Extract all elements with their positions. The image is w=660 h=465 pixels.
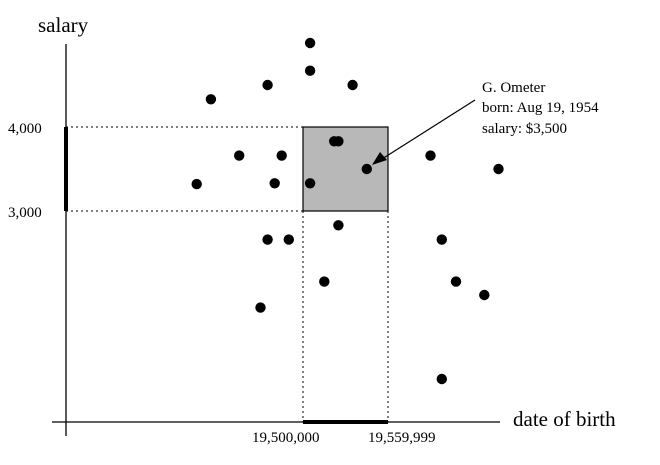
x-tick-label-left: 19,500,000: [252, 430, 320, 446]
data-point: [304, 65, 316, 76]
data-point: [262, 234, 273, 245]
data-point: [450, 276, 462, 287]
data-point: [191, 178, 202, 190]
annotation-arrow-line: [381, 99, 476, 160]
y-axis-title: salary: [38, 13, 89, 37]
annotation-arrow-head: [372, 152, 387, 165]
data-point: [436, 234, 447, 245]
y-tick-label-lower: 3,000: [8, 205, 42, 221]
data-point: [319, 276, 330, 287]
data-point: [262, 79, 273, 91]
data-point: [234, 150, 245, 161]
data-point: [493, 163, 504, 175]
x-tick-label-right: 19,559,999: [368, 430, 436, 446]
data-point: [436, 373, 447, 385]
data-point: [347, 79, 358, 91]
data-point: [205, 94, 217, 105]
data-point: [425, 150, 436, 161]
data-point: [255, 302, 266, 313]
annotation-salary: salary: $3,500: [482, 121, 567, 137]
x-axis-title: date of birth: [513, 407, 616, 431]
annotation-name: G. Ometer: [482, 80, 545, 96]
query-range-box: [302, 126, 389, 212]
data-point: [329, 136, 340, 147]
data-point: [479, 289, 490, 301]
data-point: [304, 178, 316, 189]
annotation-born: born: Aug 19, 1954: [482, 100, 599, 116]
data-points: [191, 37, 504, 385]
data-point: [269, 178, 280, 189]
data-point: [276, 150, 287, 161]
data-point: [333, 220, 344, 231]
highlighted-data-point: [361, 163, 372, 175]
y-tick-label-upper: 4,000: [8, 121, 42, 137]
data-point: [283, 234, 294, 245]
data-point: [304, 37, 316, 49]
